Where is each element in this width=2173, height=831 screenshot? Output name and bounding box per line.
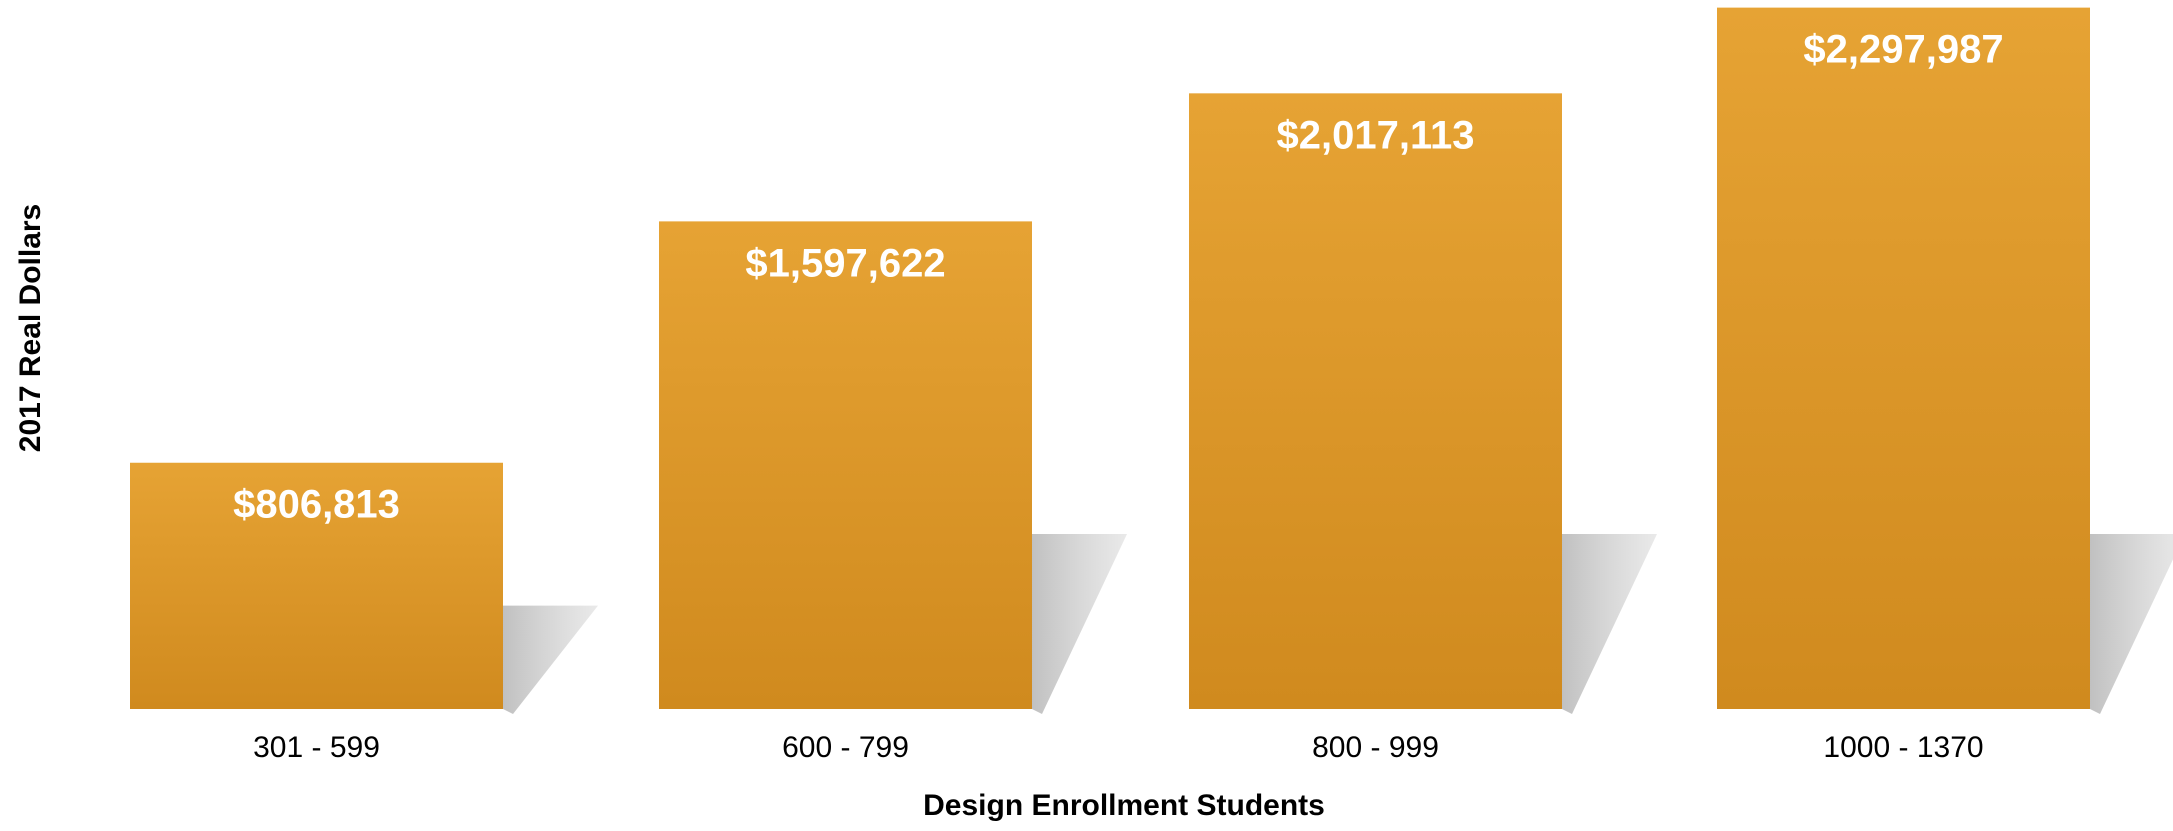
- x-tick-label-4: 1000 - 1370: [1823, 731, 1983, 764]
- x-tick-label-3: 800 - 999: [1312, 731, 1439, 764]
- bar-4: [1717, 7, 2090, 710]
- bars: [130, 7, 2090, 710]
- bar-shadow-2: [1032, 534, 1127, 714]
- data-label-2: $1,597,622: [745, 241, 945, 285]
- data-label-1: $806,813: [233, 483, 400, 527]
- bar-shadows: [503, 534, 2173, 714]
- x-tick-label-2: 600 - 799: [782, 731, 909, 764]
- bar-1: [130, 462, 503, 709]
- data-label-4: $2,297,987: [1803, 28, 2003, 72]
- bar-2: [659, 221, 1032, 709]
- bar-shadow-1: [503, 605, 598, 714]
- x-tick-label-1: 301 - 599: [253, 731, 380, 764]
- x-axis-title: Design Enrollment Students: [923, 789, 1325, 822]
- bar-shadow-3: [1562, 534, 1657, 714]
- bar-shadow-4: [2090, 534, 2173, 714]
- value-labels: $806,813 $1,597,622 $2,017,113 $2,297,987: [233, 28, 2004, 527]
- y-axis-title: 2017 Real Dollars: [14, 204, 47, 452]
- bar-3: [1189, 93, 1562, 709]
- x-tick-labels: 301 - 599 600 - 799 800 - 999 1000 - 1370: [253, 731, 1983, 764]
- data-label-3: $2,017,113: [1277, 113, 1475, 157]
